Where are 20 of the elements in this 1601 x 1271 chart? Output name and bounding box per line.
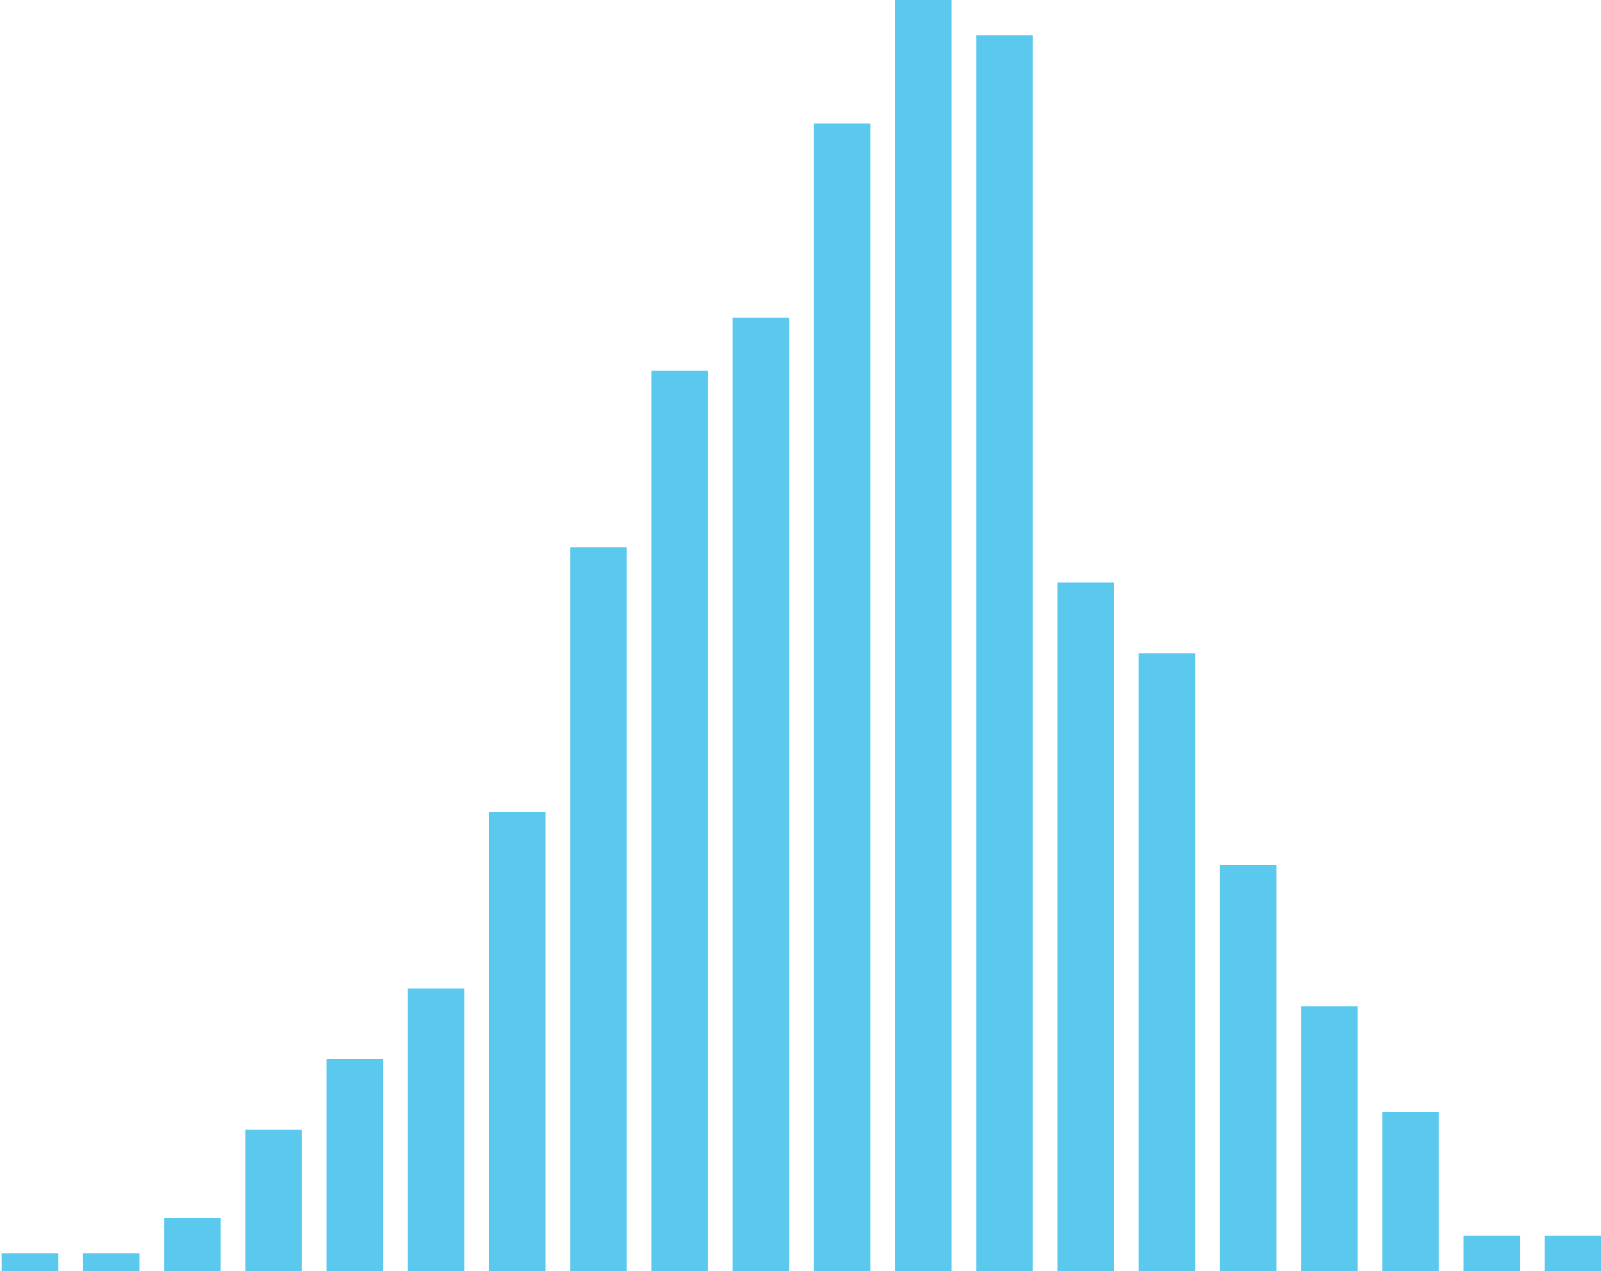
- bar: [488, 812, 546, 1271]
- bar: [732, 317, 790, 1271]
- bar: [82, 1253, 140, 1271]
- bar: [1, 1253, 59, 1271]
- bar: [1301, 1006, 1358, 1271]
- bar: [813, 123, 871, 1271]
- bar: [1463, 1235, 1521, 1271]
- bar: [1382, 1112, 1439, 1271]
- bar: [570, 547, 627, 1271]
- bar: [1138, 653, 1196, 1271]
- bar: [1219, 865, 1277, 1271]
- bar: [407, 988, 465, 1271]
- bar: [1057, 582, 1114, 1271]
- bar: [976, 35, 1033, 1271]
- bar: [895, 0, 952, 1271]
- bar: [326, 1059, 384, 1271]
- bar: [1544, 1235, 1601, 1271]
- bar: [245, 1129, 302, 1271]
- bar: [651, 370, 708, 1271]
- bar: [164, 1218, 221, 1271]
